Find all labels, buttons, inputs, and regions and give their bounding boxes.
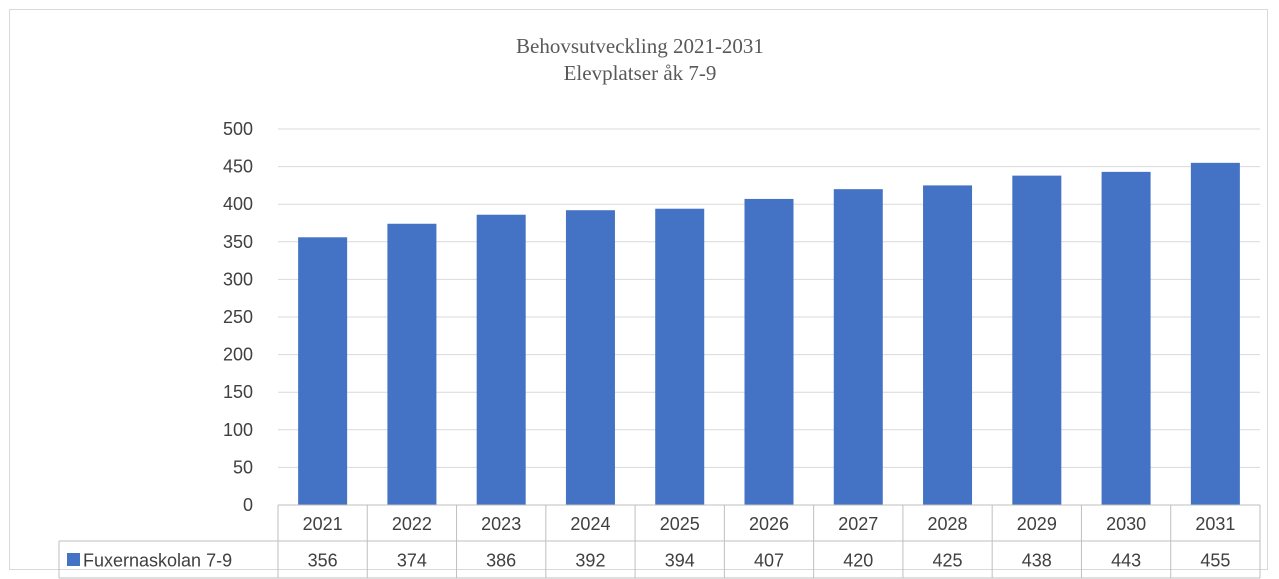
y-tick-label: 100 — [223, 420, 253, 440]
legend-key — [67, 553, 80, 566]
bar — [387, 223, 437, 505]
data-table: 2021 356 2022 374 2023 386 2024 392 2025 394 2026 4… — [58, 504, 1261, 579]
chart-frame — [9, 9, 1268, 570]
data-table-value: 438 — [1022, 551, 1052, 571]
data-table-value: 386 — [486, 551, 516, 571]
y-tick-label: 250 — [223, 307, 253, 327]
x-category-label: 2024 — [570, 514, 610, 534]
legend-series-name: Fuxernaskolan 7-9 — [83, 551, 232, 571]
data-table-value: 425 — [933, 551, 963, 571]
bars — [298, 162, 1240, 505]
data-table-value: 392 — [575, 551, 605, 571]
data-table-value: 443 — [1111, 551, 1141, 571]
x-category-label: 2022 — [392, 514, 432, 534]
gridlines — [278, 128, 1260, 468]
bar — [1101, 171, 1151, 505]
data-table-value: 407 — [754, 551, 784, 571]
x-category-label: 2026 — [749, 514, 789, 534]
x-category-label: 2030 — [1106, 514, 1146, 534]
y-tick-label: 200 — [223, 345, 253, 365]
bar — [565, 210, 615, 505]
x-category-label: 2021 — [303, 514, 343, 534]
y-tick-label: 0 — [243, 495, 253, 515]
x-category-label: 2028 — [928, 514, 968, 534]
data-table-value: 394 — [665, 551, 695, 571]
bar — [923, 185, 973, 505]
x-category-label: 2025 — [660, 514, 700, 534]
y-tick-label: 150 — [223, 382, 253, 402]
y-tick-label: 450 — [223, 157, 253, 177]
chart-title-line1: Behovsutveckling 2021-2031 — [516, 34, 764, 58]
chart-title-line2: Elevplatser åk 7-9 — [564, 61, 717, 85]
y-tick-label: 400 — [223, 194, 253, 214]
bar — [744, 198, 794, 505]
bar — [833, 189, 883, 505]
y-tick-label: 500 — [223, 119, 253, 139]
y-tick-label: 350 — [223, 232, 253, 252]
bar — [655, 208, 705, 505]
data-table-value: 356 — [308, 551, 338, 571]
data-table-value: 420 — [843, 551, 873, 571]
y-axis-ticks: 0 50 100 150 200 250 300 350 400 450 500 — [223, 119, 253, 515]
bar — [1012, 175, 1062, 505]
x-category-label: 2027 — [838, 514, 878, 534]
x-category-label: 2023 — [481, 514, 521, 534]
bar — [1190, 162, 1240, 505]
bar — [298, 237, 348, 505]
x-category-label: 2029 — [1017, 514, 1057, 534]
y-tick-label: 300 — [223, 269, 253, 289]
data-table-value: 374 — [397, 551, 427, 571]
bar — [476, 214, 526, 505]
x-category-label: 2031 — [1195, 514, 1235, 534]
data-table-value: 455 — [1200, 551, 1230, 571]
y-tick-label: 50 — [233, 457, 253, 477]
